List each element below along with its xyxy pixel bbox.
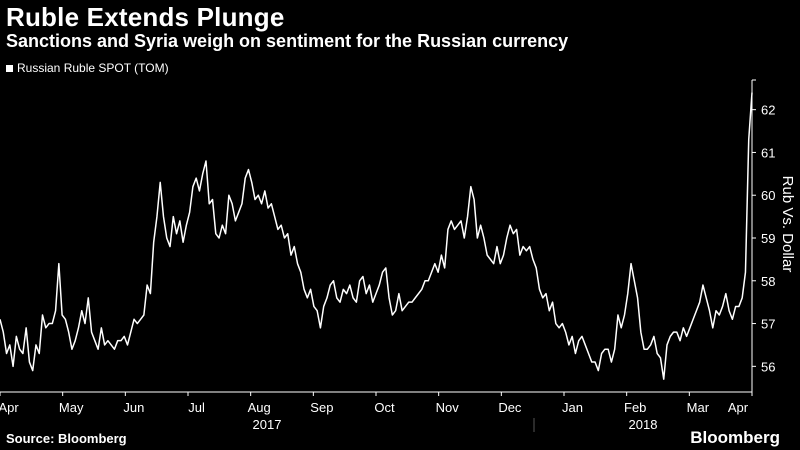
x-ticks: Apr May Jun Jul Aug Sep Oct Nov Dec Jan Feb Mar Apr xyxy=(0,392,753,415)
y-tick-label: 61 xyxy=(761,145,775,160)
y-tick-label: 57 xyxy=(761,317,775,332)
x-tick-label: Jul xyxy=(188,400,205,415)
legend-swatch-icon xyxy=(6,64,13,72)
x-tick-label: Apr xyxy=(728,400,749,415)
y-tick-label: 58 xyxy=(761,274,775,289)
bloomberg-logo: Bloomberg xyxy=(690,428,780,447)
year-labels: 2017 2018 xyxy=(253,417,658,432)
x-tick-label: May xyxy=(59,400,84,415)
x-tick-label: Oct xyxy=(374,400,395,415)
y-axis-title: Rub Vs. Dollar xyxy=(779,176,796,273)
y-tick-label: 62 xyxy=(761,103,775,118)
y-tick-label: 59 xyxy=(761,231,775,246)
x-tick-label: Feb xyxy=(624,400,646,415)
source-note: Source: Bloomberg xyxy=(6,431,127,446)
x-tick-label: Mar xyxy=(687,400,710,415)
x-tick-label: Sep xyxy=(310,400,333,415)
y-tick-label: 56 xyxy=(761,359,775,374)
x-tick-label: Nov xyxy=(436,400,460,415)
chart-title: Ruble Extends Plunge xyxy=(6,2,285,32)
legend: Russian Ruble SPOT (TOM) xyxy=(6,61,169,75)
x-tick-label: Jun xyxy=(123,400,144,415)
year-label: 2017 xyxy=(253,417,282,432)
year-label: 2018 xyxy=(629,417,658,432)
chart-subtitle: Sanctions and Syria weigh on sentiment f… xyxy=(6,31,569,51)
legend-label: Russian Ruble SPOT (TOM) xyxy=(17,61,169,75)
x-tick-label: Aug xyxy=(248,400,271,415)
x-tick-label: Jan xyxy=(562,400,583,415)
y-tick-label: 60 xyxy=(761,188,775,203)
y-ticks: 56 57 58 59 60 61 62 xyxy=(752,79,775,374)
x-tick-label: Apr xyxy=(0,400,19,415)
x-tick-label: Dec xyxy=(498,400,522,415)
series-line-ruble-spot xyxy=(0,92,753,380)
